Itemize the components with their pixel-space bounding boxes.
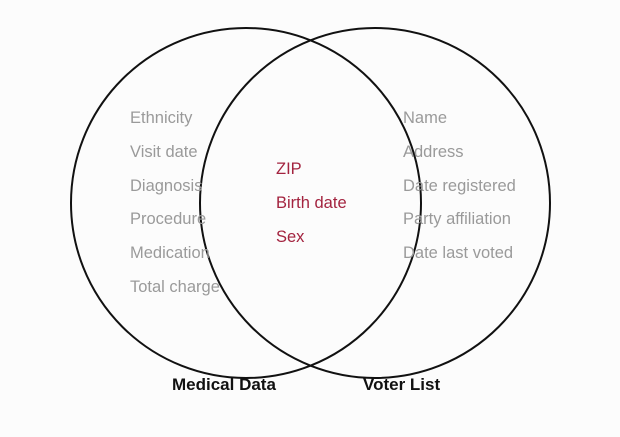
medical-data-items: Ethnicity Visit date Diagnosis Procedure… <box>130 107 220 310</box>
shared-item: Sex <box>276 227 305 246</box>
medical-item: Procedure <box>130 210 207 229</box>
medical-item: Diagnosis <box>130 176 203 195</box>
voter-item: Name <box>403 109 448 127</box>
medical-data-circle <box>70 27 422 379</box>
voter-item: Address <box>403 142 464 161</box>
voter-item: Date last voted <box>403 244 514 263</box>
shared-item: ZIP <box>276 160 302 178</box>
voter-list-items: Name Address Date registered Party affil… <box>403 107 516 276</box>
voter-item: Date registered <box>403 176 516 195</box>
shared-item: Birth date <box>276 193 347 212</box>
shared-items: ZIP Birth date Sex <box>276 158 347 259</box>
medical-item: Visit date <box>130 142 198 161</box>
voter-item: Party affiliation <box>403 210 511 229</box>
medical-item: Medication <box>130 244 210 263</box>
medical-item: Total charge <box>130 277 220 296</box>
voter-list-label: Voter List <box>363 375 441 394</box>
medical-data-label: Medical Data <box>172 375 276 394</box>
voter-list-circle <box>199 27 551 379</box>
medical-item: Ethnicity <box>130 109 193 127</box>
